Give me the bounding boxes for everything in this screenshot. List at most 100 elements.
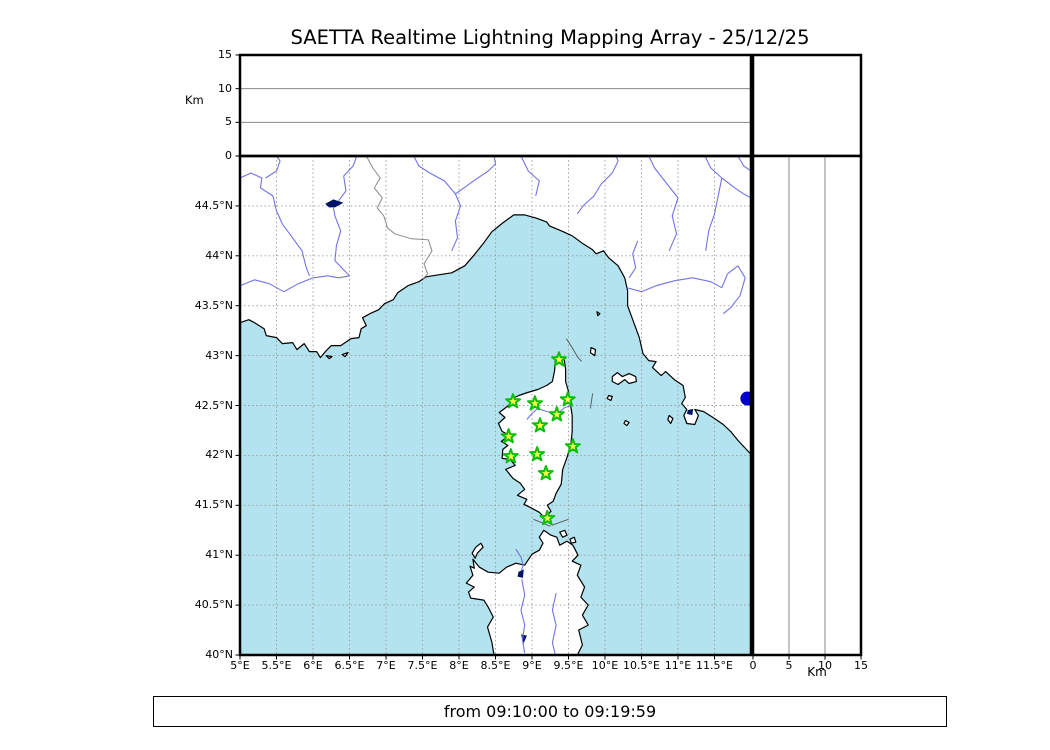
misc-line: [589, 393, 594, 409]
river: [455, 156, 497, 195]
flash-point: [740, 391, 751, 406]
coastline: [589, 347, 597, 357]
river: [737, 156, 751, 172]
altitude-longitude-panel: [235, 53, 753, 158]
coastline: [240, 156, 751, 455]
lat-tick-label: 43°N: [205, 348, 233, 362]
lat-tick-label: 41.5°N: [194, 498, 233, 512]
coastline: [341, 352, 349, 358]
lon-tick-label: 5°E: [230, 659, 250, 672]
station-star: [502, 448, 519, 464]
coastline: [611, 372, 638, 386]
land-area: [612, 372, 637, 385]
river: [721, 177, 751, 199]
river: [704, 156, 723, 251]
lat-tick-label: 41°N: [205, 548, 233, 562]
lake: [686, 408, 694, 416]
river: [520, 156, 540, 197]
country-border: [365, 156, 433, 280]
river: [648, 156, 679, 252]
alt-tick-label: 15: [218, 48, 232, 61]
lon-tick-label: 8°E: [449, 659, 469, 672]
coastline: [596, 311, 601, 317]
lon-tick-label: 7.5°E: [407, 659, 438, 672]
river: [526, 404, 574, 420]
coastline: [623, 419, 630, 427]
misc-line: [551, 518, 569, 526]
lat-tick-label: 43.5°N: [194, 298, 233, 312]
station-star: [529, 446, 546, 462]
km-tick-label: 10: [818, 659, 832, 672]
lon-tick-label: 9°E: [522, 659, 542, 672]
station-star: [505, 393, 521, 409]
lon-tick-label: 6.5°E: [334, 659, 365, 672]
coastline: [325, 355, 333, 360]
land-area: [466, 530, 589, 655]
page-title: SAETTA Realtime Lightning Mapping Array …: [290, 26, 810, 49]
altitude-latitude-panel: [751, 154, 863, 660]
station-star: [559, 391, 576, 407]
river: [626, 265, 746, 315]
land-area: [240, 156, 751, 455]
lon-tick-label: 7°E: [376, 659, 396, 672]
km-axis-unit-label: Km: [807, 665, 827, 679]
lat-tick-label: 44°N: [205, 248, 233, 262]
coastline: [559, 529, 568, 538]
station-star: [564, 438, 581, 454]
station-star: [551, 351, 567, 367]
km-tick-label: 15: [854, 659, 868, 672]
river: [240, 172, 310, 276]
altitude-histogram-panel: [751, 53, 863, 158]
river: [515, 548, 524, 572]
lake: [517, 569, 524, 578]
alt-tick-label: 0: [225, 149, 232, 162]
lon-tick-label: 6°E: [303, 659, 323, 672]
lon-tick-label: 11.5°E: [696, 659, 733, 672]
lat-tick-label: 40.5°N: [194, 598, 233, 612]
river: [338, 156, 358, 202]
station-star: [527, 395, 543, 411]
alt-tick-label: 5: [225, 115, 232, 129]
km-tick-label: 0: [749, 659, 757, 672]
land-area: [472, 543, 484, 559]
misc-line: [565, 338, 582, 362]
station-star: [539, 510, 556, 526]
lon-tick-label: 8.5°E: [480, 659, 511, 672]
coastline: [569, 536, 577, 544]
river: [520, 579, 526, 654]
misc-line: [533, 518, 551, 527]
lat-tick-label: 40°N: [205, 648, 233, 661]
station-star: [537, 465, 554, 481]
km-tick-label: 5: [785, 659, 793, 672]
lon-tick-label: 5.5°E: [261, 659, 292, 672]
map-frame: [235, 154, 753, 660]
station-star: [548, 406, 565, 422]
coastline: [471, 542, 484, 559]
lat-tick-label: 42°N: [205, 448, 233, 462]
river: [332, 207, 350, 277]
coastline: [667, 414, 674, 425]
river: [240, 275, 350, 293]
coastline: [465, 529, 589, 655]
lon-tick-label: 10°E: [591, 659, 619, 672]
river: [551, 592, 557, 655]
land-area: [498, 354, 573, 518]
lon-tick-label: 10.5°E: [623, 659, 660, 672]
altitude-axis-unit-label: Km: [185, 93, 204, 107]
lon-tick-label: 11°E: [664, 659, 692, 672]
time-range-text: from 09:10:00 to 09:19:59: [443, 702, 657, 721]
lat-tick-label: 44.5°N: [194, 198, 233, 212]
alt-tick-label: 10: [218, 81, 232, 95]
coastline: [606, 394, 613, 402]
map-content: [240, 156, 751, 655]
river: [628, 240, 639, 279]
lat-tick-label: 42.5°N: [194, 398, 233, 412]
river: [576, 156, 619, 215]
lake: [325, 199, 344, 208]
station-star: [532, 417, 548, 433]
station-star: [500, 428, 517, 444]
lon-tick-label: 9.5°E: [553, 659, 584, 672]
time-range-box: from 09:10:00 to 09:19:59: [153, 696, 947, 727]
